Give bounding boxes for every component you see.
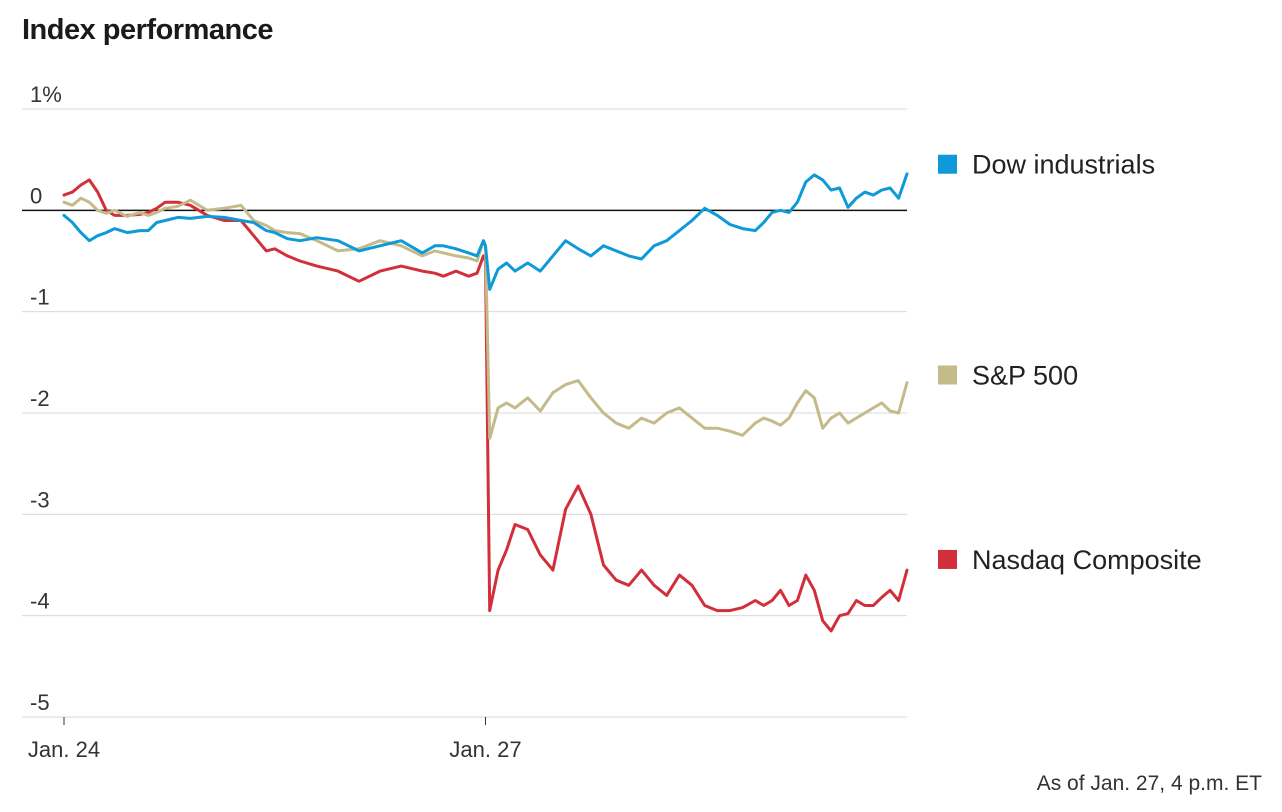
y-tick-label: -5 [30, 690, 50, 715]
y-tick-label: -2 [30, 386, 50, 411]
legend-swatch-nasdaq-composite [938, 549, 957, 569]
footnote: As of Jan. 27, 4 p.m. ET [1036, 772, 1262, 795]
x-axis: Jan. 24 Jan. 27 [28, 717, 522, 762]
legend-swatch-s-p-500 [938, 365, 957, 385]
legend-label-s-p-500: S&P 500 [972, 361, 1078, 391]
series-line-dow-industrials [62, 172, 909, 291]
y-tick-label: 0 [30, 183, 42, 208]
legend-label-dow-industrials: Dow industrials [972, 150, 1155, 180]
x-tick-label: Jan. 27 [449, 737, 521, 762]
series-layer [62, 172, 909, 633]
legend-label-nasdaq-composite: Nasdaq Composite [972, 545, 1202, 575]
legend-swatch-dow-industrials [938, 154, 957, 174]
x-tick-label: Jan. 24 [28, 737, 100, 762]
y-tick-label: -3 [30, 487, 50, 512]
series-line-s-p-500 [62, 196, 909, 440]
y-axis-labels: 1% 0 -1 -2 -3 -4 -5 [30, 82, 62, 715]
chart-title: Index performance [22, 14, 273, 46]
y-tick-label: -4 [30, 589, 50, 614]
y-tick-label: -1 [30, 285, 50, 310]
y-tick-label: 1% [30, 82, 62, 107]
grid-layer [22, 108, 907, 718]
legend: Dow industrials S&P 500 Nasdaq Composite [938, 150, 1202, 575]
